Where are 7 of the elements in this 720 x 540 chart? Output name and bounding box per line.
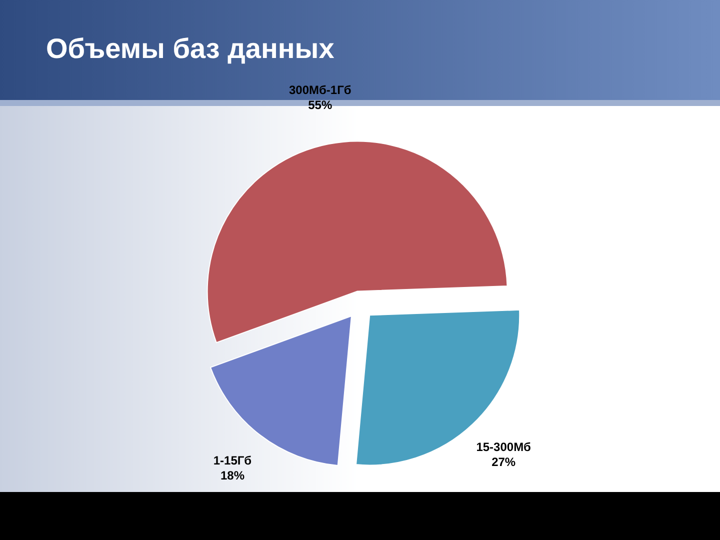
chart-title: Объемы баз данных [46, 33, 335, 64]
slice-label: 1-15Гб [213, 454, 252, 468]
data-label: 18% [220, 468, 245, 483]
slice-label: 300Мб-1Гб [288, 82, 352, 97]
data-label: 27% [492, 454, 516, 469]
slice-label: 15-300Мб [476, 440, 531, 454]
data-label: 55% [308, 98, 332, 112]
